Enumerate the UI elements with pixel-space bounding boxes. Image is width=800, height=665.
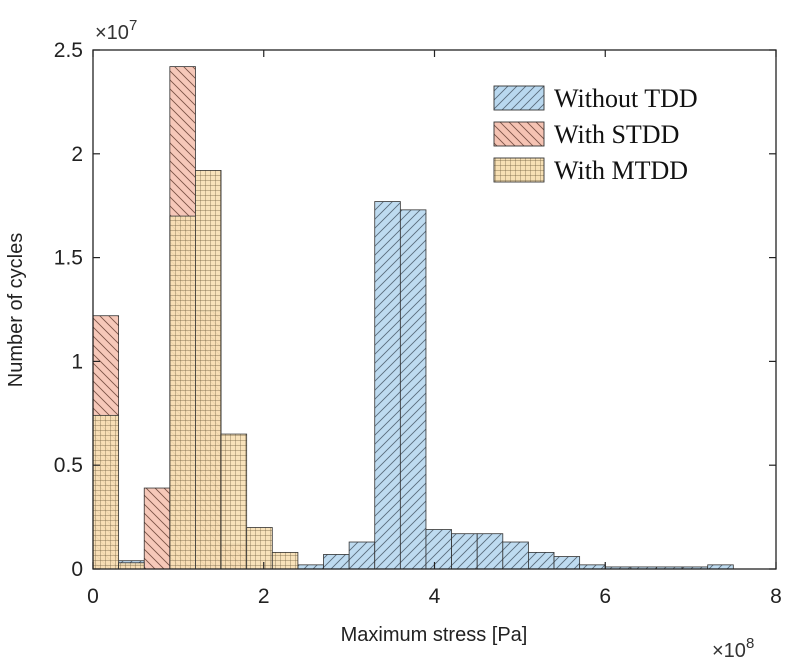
y-tick-label: 0 (71, 558, 83, 581)
legend-label: Without TDD (554, 84, 698, 113)
bar-without-tdd (348, 541, 376, 570)
bar-without-tdd (425, 529, 452, 570)
y-axis-label: Number of cycles (5, 233, 27, 388)
y-tick-label: 2.5 (54, 39, 83, 62)
bar-without-tdd (476, 533, 504, 570)
legend-swatch (493, 157, 545, 183)
x-axis-label: Maximum stress [Pa] (341, 624, 528, 646)
x-tick-label: 6 (599, 585, 611, 608)
bar-with-mtdd (118, 562, 145, 570)
legend: Without TDD With STDD With MTDD (493, 84, 698, 185)
y-tick-label: 2 (71, 143, 83, 166)
y-tick-label: 1 (71, 350, 83, 373)
x-tick-label: 4 (429, 585, 441, 608)
y-tick-label: 1.5 (54, 247, 83, 270)
bar-without-tdd (451, 533, 478, 570)
bar-without-tdd (553, 556, 581, 570)
legend-label: With MTDD (554, 156, 688, 185)
bar-with-stdd (143, 487, 171, 570)
bar-with-mtdd (92, 414, 120, 570)
legend-label: With STDD (554, 120, 679, 149)
bar-without-tdd (399, 209, 427, 570)
x-tick-label: 8 (770, 585, 782, 608)
y-exponent-label: ×107 (95, 17, 137, 44)
bar-with-mtdd (271, 551, 299, 570)
x-exponent-label: ×108 (712, 635, 754, 662)
x-tick-label: 0 (87, 585, 99, 608)
bar-with-mtdd (169, 215, 196, 570)
x-tick-label: 2 (258, 585, 270, 608)
bar-with-mtdd (195, 170, 222, 570)
legend-item-with-stdd: With STDD (493, 120, 679, 149)
bar-without-tdd (323, 554, 350, 570)
legend-swatch (493, 121, 545, 147)
ticks-layer: 0 2 4 6 8 0 0.5 1 1.5 2 2.5 (54, 39, 782, 608)
y-tick-label: 0.5 (54, 454, 83, 477)
bar-without-tdd (374, 201, 401, 570)
bar-with-mtdd (246, 527, 273, 570)
bar-without-tdd (502, 541, 529, 570)
bars-layer (92, 66, 734, 570)
bar-without-tdd (528, 551, 555, 570)
bar-with-mtdd (220, 433, 248, 570)
legend-item-with-mtdd: With MTDD (493, 156, 688, 185)
legend-swatch (493, 85, 545, 111)
legend-item-without-tdd: Without TDD (493, 84, 698, 113)
